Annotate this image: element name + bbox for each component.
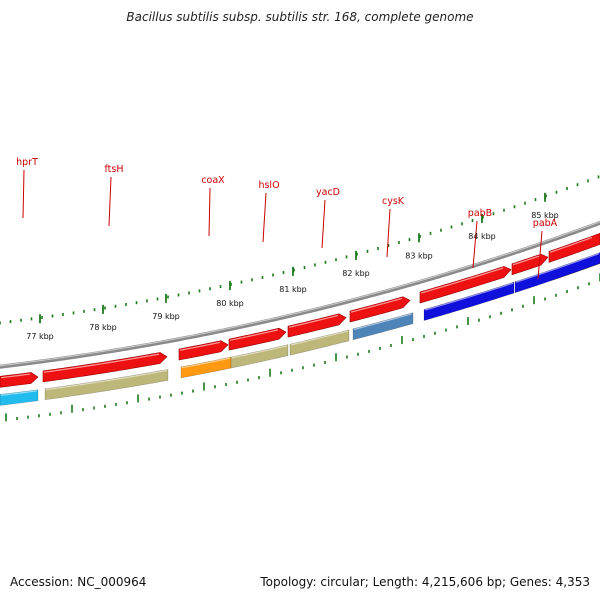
cog-bar-highlight [290, 330, 349, 346]
genome-summary: Topology: circular; Length: 4,215,606 bp… [260, 575, 590, 589]
cds-arrow [178, 340, 229, 361]
genome-backbone [0, 220, 600, 369]
cog-bar-highlight [45, 369, 168, 391]
cds-arrow [228, 327, 287, 351]
cds-arrow [0, 372, 39, 388]
kbp-label: 84 kbp [468, 232, 496, 241]
cds-arrow-highlight [420, 267, 504, 294]
gene-label-coaX: coaX [201, 175, 225, 186]
cds-arrow-highlight [179, 341, 221, 351]
backbone-highlight [0, 221, 600, 367]
cds-feature-track [0, 233, 600, 388]
cog-bar-highlight [0, 390, 38, 396]
gene-label-leader [208, 187, 211, 237]
gene-label-cysK: cysK [382, 196, 405, 207]
cds-arrow-highlight [229, 329, 279, 341]
outer-tick-ring [5, 273, 600, 422]
cds-arrow-highlight [288, 314, 339, 328]
gene-label-leader [537, 230, 543, 280]
cog-bar-pabB [423, 281, 515, 321]
backbone-line [0, 220, 600, 369]
cog-feature-track [0, 252, 600, 406]
cog-bar-divider [552, 263, 600, 281]
cds-arrow-highlight [512, 255, 541, 266]
gene-label-hprT: hprT [16, 157, 38, 168]
kbp-label: 82 kbp [342, 269, 370, 278]
cds-arrow-highlight [549, 236, 593, 253]
kbp-label: 78 kbp [89, 323, 117, 332]
kbp-label: 81 kbp [279, 285, 307, 294]
gene-label-pabB: pabB [468, 208, 492, 219]
cds-arrow [287, 313, 347, 338]
cog-bar-cysK [352, 312, 414, 341]
cds-arrow-highlight [43, 353, 160, 373]
cog-bar-highlight [353, 313, 413, 330]
cds-arrow [42, 352, 168, 383]
cds-arrow [548, 233, 600, 263]
map-title: Bacillus subtilis subsp. subtilis str. 1… [126, 10, 474, 24]
gene-label-yacD: yacD [316, 187, 340, 198]
gene-label-ftsH: ftsH [105, 164, 124, 175]
inner-tick-ring [0, 175, 600, 325]
kbp-label: 77 kbp [26, 332, 54, 341]
gene-label-leader [386, 208, 391, 258]
accession-label: Accession: NC_000964 [10, 575, 147, 589]
cds-arrow [349, 296, 411, 323]
gene-label-pabA: pabA [533, 218, 558, 229]
kbp-label: 83 kbp [405, 251, 433, 260]
cog-bar-yacD [289, 329, 350, 356]
cog-bar-highlight [515, 253, 600, 283]
cog-bar-highlight [424, 282, 514, 311]
gene-label-leader [472, 220, 478, 269]
gene-label-leader [22, 169, 25, 219]
gene-label-leader [262, 192, 267, 243]
kbp-label: 80 kbp [216, 299, 244, 308]
kbp-labels: 77 kbp 78 kbp 79 kbp 80 kbp 81 kbp 82 kbp 83 k… [26, 211, 559, 341]
cog-bar-pabA [514, 252, 600, 294]
cog-bar-highlight [231, 345, 288, 359]
gene-label-hslO: hslO [258, 180, 279, 191]
gene-label-leader [108, 176, 112, 227]
cds-arrow-highlight [0, 373, 31, 379]
cog-bar-coaX [180, 356, 232, 379]
cog-bar-hprT [0, 389, 39, 406]
gene-labels: hprT ftsH coaX hslO yacD cysK pabB pabA [16, 157, 558, 280]
gene-label-leader [321, 199, 326, 249]
cds-arrow [419, 266, 512, 304]
cds-arrow [511, 253, 549, 276]
kbp-label: 85 kbp [531, 211, 559, 220]
cds-arrow-highlight [350, 297, 403, 313]
kbp-label: 79 kbp [152, 312, 180, 321]
cog-bar-ftsH [44, 368, 169, 401]
cog-bar-highlight [181, 357, 231, 369]
cog-bar-hslO [230, 344, 289, 369]
